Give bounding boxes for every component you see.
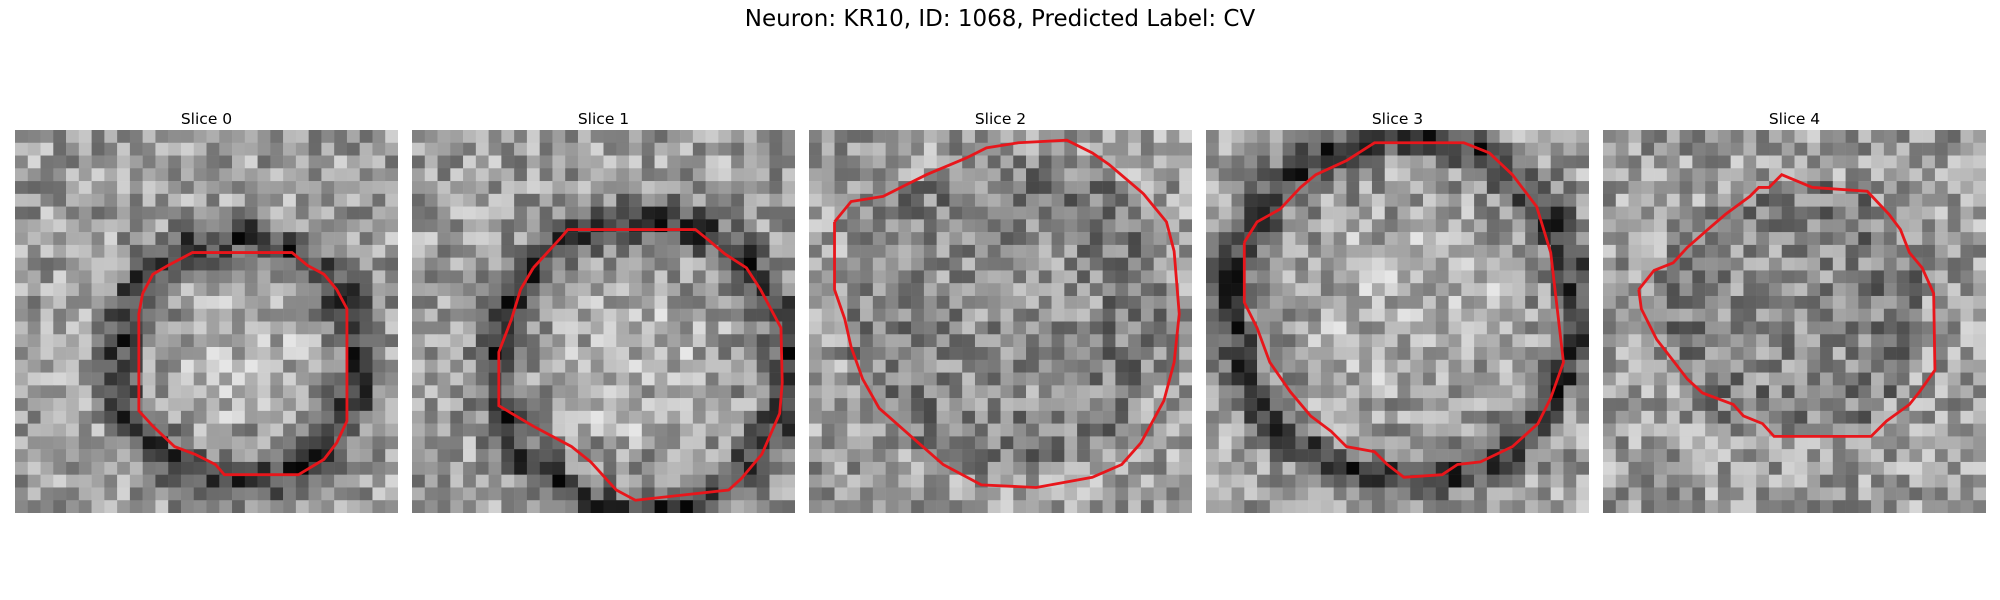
slice-image-1 bbox=[412, 130, 795, 513]
slice-image-0 bbox=[15, 130, 398, 513]
slice-title-2: Slice 2 bbox=[974, 110, 1027, 128]
slice-panel-4: Slice 4 bbox=[1603, 108, 1986, 513]
figure-title: Neuron: KR10, ID: 1068, Predicted Label:… bbox=[744, 6, 1256, 32]
slice-title-3: Slice 3 bbox=[1371, 110, 1424, 128]
slice-title-4: Slice 4 bbox=[1768, 110, 1821, 128]
slice-panel-3: Slice 3 bbox=[1206, 108, 1589, 513]
pixel-grid-3 bbox=[1206, 130, 1589, 513]
slice-image-4 bbox=[1603, 130, 1986, 513]
pixel-grid-0 bbox=[15, 130, 398, 513]
slice-title-1: Slice 1 bbox=[577, 110, 630, 128]
pixel-grid-4 bbox=[1603, 130, 1986, 513]
pixel-grid-1 bbox=[412, 130, 795, 513]
slice-title-0: Slice 0 bbox=[180, 110, 233, 128]
slice-image-3 bbox=[1206, 130, 1589, 513]
pixel-grid-2 bbox=[809, 130, 1192, 513]
slice-panel-2: Slice 2 bbox=[809, 108, 1192, 513]
slice-panel-1: Slice 1 bbox=[412, 108, 795, 513]
contour-outline-4 bbox=[1637, 173, 1937, 438]
contour-outline-0 bbox=[137, 251, 349, 477]
contour-outline-1 bbox=[497, 228, 784, 502]
contour-outline-3 bbox=[1242, 141, 1565, 479]
contour-outline-2 bbox=[833, 138, 1181, 489]
slice-image-2 bbox=[809, 130, 1192, 513]
slice-panel-0: Slice 0 bbox=[15, 108, 398, 513]
